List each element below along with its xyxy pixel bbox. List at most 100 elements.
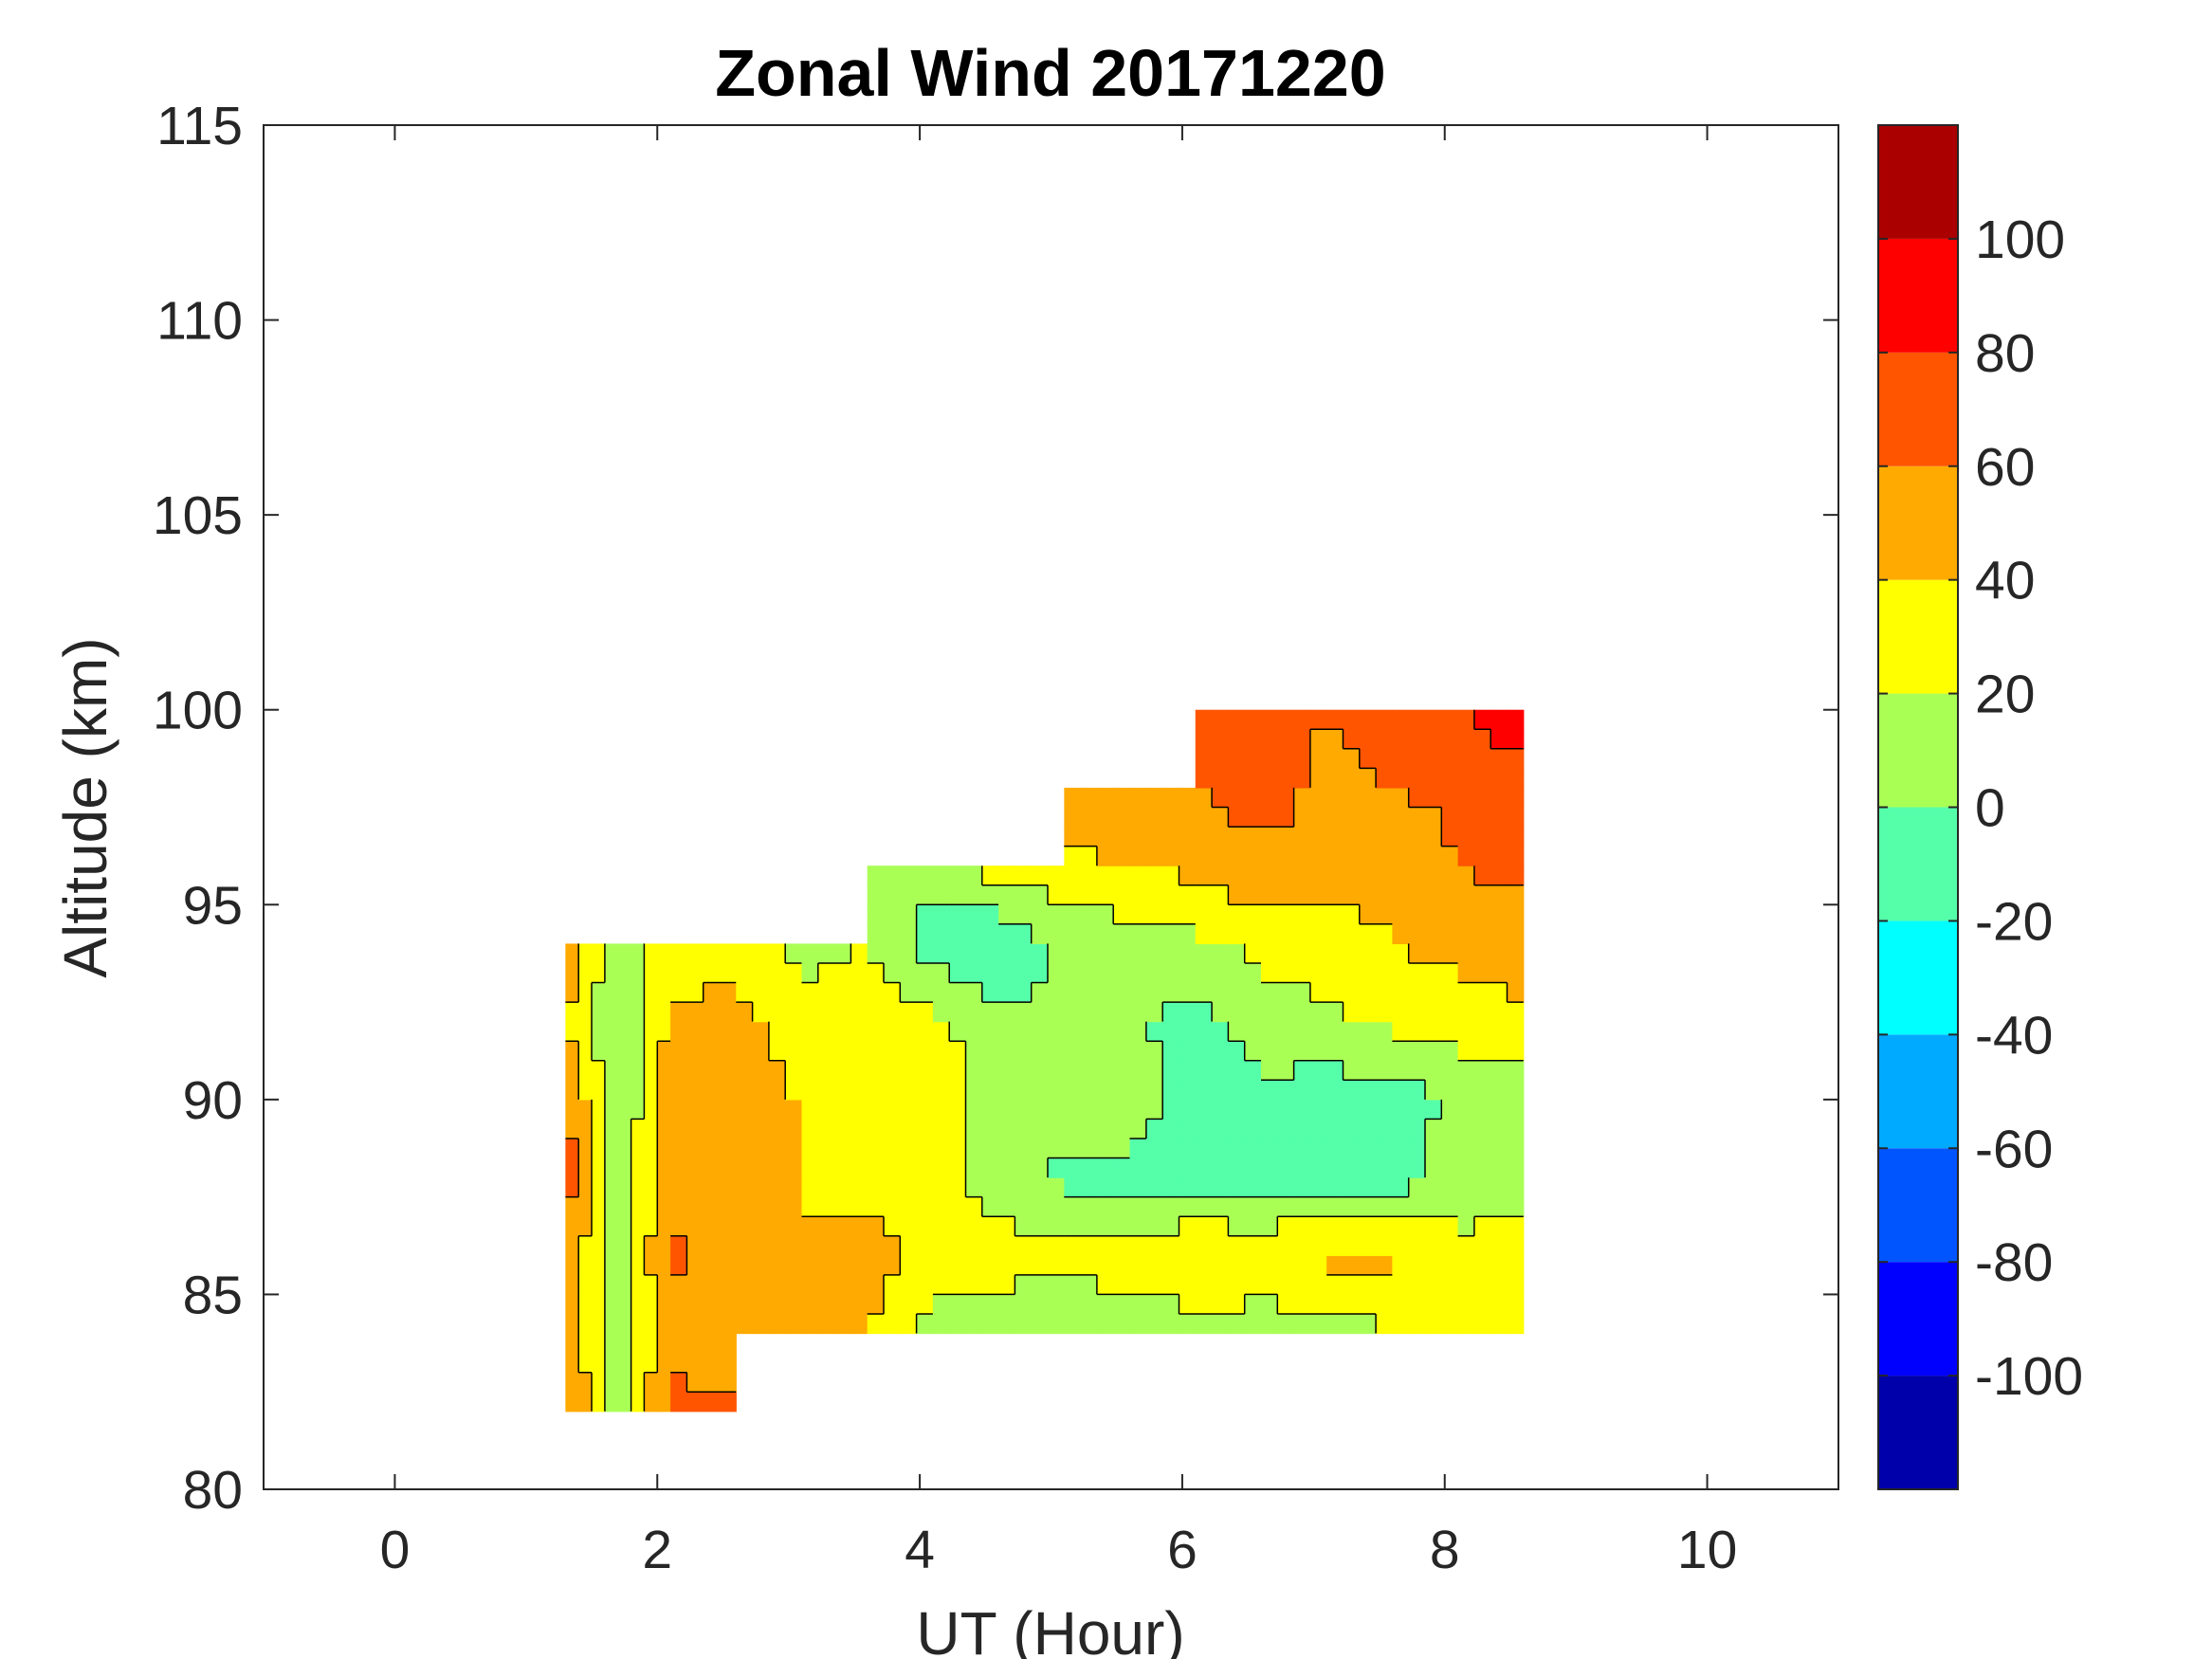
contour-cell [617,1274,632,1296]
contour-cell [703,1080,721,1101]
contour-cell [604,1021,619,1042]
contour-cell [1228,1294,1246,1315]
contour-cell [900,1138,918,1159]
contour-cell [900,1080,918,1101]
contour-cell [785,1196,803,1217]
contour-cell [867,962,885,984]
contour-cell [604,1392,619,1413]
contour-cell [998,1294,1016,1315]
contour-cell [670,1041,687,1062]
contour-cell [1392,1158,1410,1178]
contour-cell [1376,1177,1393,1198]
contour-cell [981,1216,999,1237]
contour-cell [1179,787,1197,809]
contour-cell [703,1235,721,1256]
contour-cell [1343,1235,1361,1256]
contour-cell [1408,962,1426,984]
contour-cell [884,866,901,886]
contour-cell [617,1216,632,1237]
contour-cell [1064,1021,1082,1042]
contour-cell [578,1294,593,1315]
contour-cell [592,1119,606,1139]
contour-cell [578,1372,593,1393]
contour-cell [1015,866,1033,886]
contour-cell [703,943,721,964]
x-axis-title: UT (Hour) [916,1599,1184,1659]
contour-cell [578,1177,593,1198]
contour-cell [565,1313,579,1335]
contour-cell [949,1294,967,1315]
contour-cell [1392,1294,1410,1315]
contour-cell [1129,1274,1147,1296]
contour-cell [867,1235,885,1256]
contour-cell [1376,1119,1393,1139]
contour-cell [1457,1021,1475,1042]
contour-cell [965,1274,983,1296]
contour-cell [1309,1313,1327,1335]
contour-cell [1244,904,1262,925]
contour-cell [1392,748,1410,769]
contour-cell [1195,729,1213,750]
contour-cell [644,1392,658,1413]
contour-cell [1031,1235,1049,1256]
contour-cell [1244,748,1262,769]
contour-cell [1195,884,1213,905]
contour-cell [1179,982,1197,1003]
contour-cell [1129,1119,1147,1139]
contour-cell [1490,1216,1508,1237]
contour-cell [1228,827,1246,848]
contour-cell [1064,1274,1082,1296]
contour-cell [1326,1002,1344,1023]
contour-cell [850,1216,868,1237]
contour-cell [752,943,770,964]
contour-cell [1096,866,1114,886]
contour-cell [1408,943,1426,964]
contour-cell [834,1021,852,1042]
contour-cell [1260,1196,1278,1217]
contour-cell [592,1392,606,1413]
contour-cell [604,982,619,1003]
contour-cell [932,1255,950,1276]
contour-cell [644,1255,658,1276]
contour-cell [1376,1313,1393,1335]
contour-cell [1326,1313,1344,1335]
contour-cell [1162,1274,1180,1296]
x-tick-label: 0 [380,1520,411,1580]
contour-cell [1179,923,1197,944]
contour-cell [1326,846,1344,866]
contour-cell [719,1274,737,1296]
contour-cell [965,1138,983,1159]
contour-cell [932,1158,950,1178]
contour-cell [1507,1060,1525,1081]
contour-cell [604,1255,619,1276]
contour-cell [1031,1177,1049,1198]
contour-cell [631,1392,646,1413]
contour-cell [1080,827,1098,848]
contour-cell [1376,748,1393,769]
contour-cell [1457,1313,1475,1335]
contour-cell [1277,846,1295,866]
contour-cell [719,1216,737,1237]
contour-cell [1113,807,1131,828]
contour-cell [850,1158,868,1178]
contour-cell [1212,904,1229,925]
contour-cell [949,1196,967,1217]
contour-cell [1277,1313,1295,1335]
contour-cell [965,1021,983,1042]
contour-cell [932,1313,950,1335]
contour-cell [1031,1060,1049,1081]
contour-cell [1359,1255,1377,1276]
contour-cell [850,1021,868,1042]
contour-cell [801,1080,819,1101]
contour-cell [1326,884,1344,905]
y-tick-label: 80 [183,1460,243,1521]
contour-cell [1309,943,1327,964]
contour-cell [631,1274,646,1296]
contour-cell [670,1119,687,1139]
contour-cell [768,1294,786,1315]
contour-cell [1457,1255,1475,1276]
contour-cell [578,943,593,964]
contour-cell [1343,866,1361,886]
contour-cell [1473,1235,1491,1256]
